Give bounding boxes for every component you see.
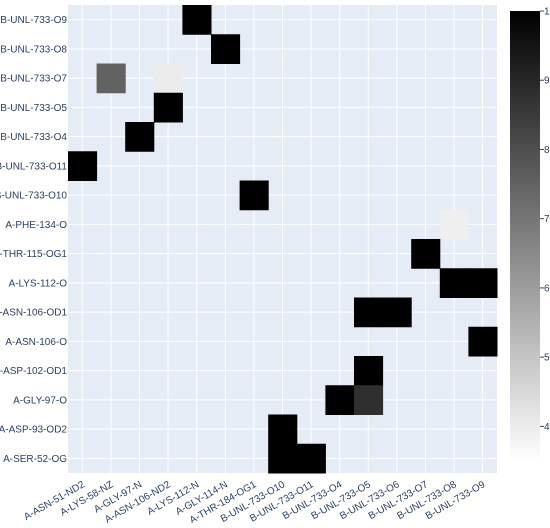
heatmap-cell bbox=[354, 356, 384, 386]
y-tick-label: B-UNL-733-O11 bbox=[0, 161, 67, 172]
heatmap-cell bbox=[296, 443, 326, 474]
y-tick-label: A-ASP-93-OD2 bbox=[0, 425, 67, 436]
y-tick-label: B-UNL-733-O9 bbox=[0, 15, 67, 26]
y-tick-label: A-SER-52-OG bbox=[3, 454, 67, 465]
heatmap-cell bbox=[325, 385, 355, 415]
heatmap-cell bbox=[439, 209, 469, 240]
heatmap-cell bbox=[239, 180, 269, 211]
y-tick-label: A-THR-115-OG1 bbox=[0, 249, 67, 260]
heatmap-cell bbox=[125, 122, 155, 152]
heatmap-cell bbox=[411, 239, 441, 269]
heatmap-cell bbox=[96, 63, 126, 94]
colorbar bbox=[510, 11, 540, 461]
colorbar-tick-label: 90 bbox=[544, 76, 550, 87]
colorbar-tick-label: 80 bbox=[544, 145, 550, 156]
y-tick-label: B-UNL-733-O8 bbox=[0, 44, 67, 55]
y-tick-label: B-UNL-733-O4 bbox=[0, 132, 67, 143]
heatmap-cell bbox=[268, 414, 298, 445]
heatmap-cell bbox=[68, 151, 98, 181]
y-tick-label: A-PHE-134-O bbox=[5, 220, 67, 231]
heatmap-cell bbox=[153, 92, 183, 123]
heatmap-cell bbox=[354, 297, 384, 328]
heatmap-cell bbox=[182, 5, 212, 35]
colorbar-tick-label: 70 bbox=[544, 214, 550, 225]
colorbar-tick-label: 60 bbox=[544, 283, 550, 294]
y-tick-label: A-LYS-112-O bbox=[8, 278, 67, 289]
y-tick-label: B-UNL-733-O10 bbox=[0, 191, 67, 202]
heatmap-cell bbox=[439, 268, 469, 298]
heatmap-cell bbox=[468, 326, 498, 357]
heatmap-cell bbox=[468, 268, 498, 298]
heatmap-cell bbox=[268, 443, 298, 474]
heatmap-cell bbox=[153, 63, 183, 94]
y-tick-label: A-ASN-106-O bbox=[5, 337, 67, 348]
y-tick-label: A-GLY-97-O bbox=[13, 395, 67, 406]
y-tick-label: B-UNL-733-O7 bbox=[0, 74, 67, 85]
y-tick-label: A-ASN-106-OD1 bbox=[0, 308, 67, 319]
y-tick-label: B-UNL-733-O5 bbox=[0, 103, 67, 114]
colorbar-tick-label: 40 bbox=[544, 422, 550, 433]
heatmap-cell bbox=[211, 34, 241, 64]
heatmap-cell bbox=[382, 297, 412, 328]
colorbar-tick-label: 50 bbox=[544, 353, 550, 364]
colorbar-tick-label: 100 bbox=[544, 7, 550, 18]
y-tick-label: A-ASP-102-OD1 bbox=[0, 366, 67, 377]
heatmap-cell bbox=[354, 385, 384, 415]
